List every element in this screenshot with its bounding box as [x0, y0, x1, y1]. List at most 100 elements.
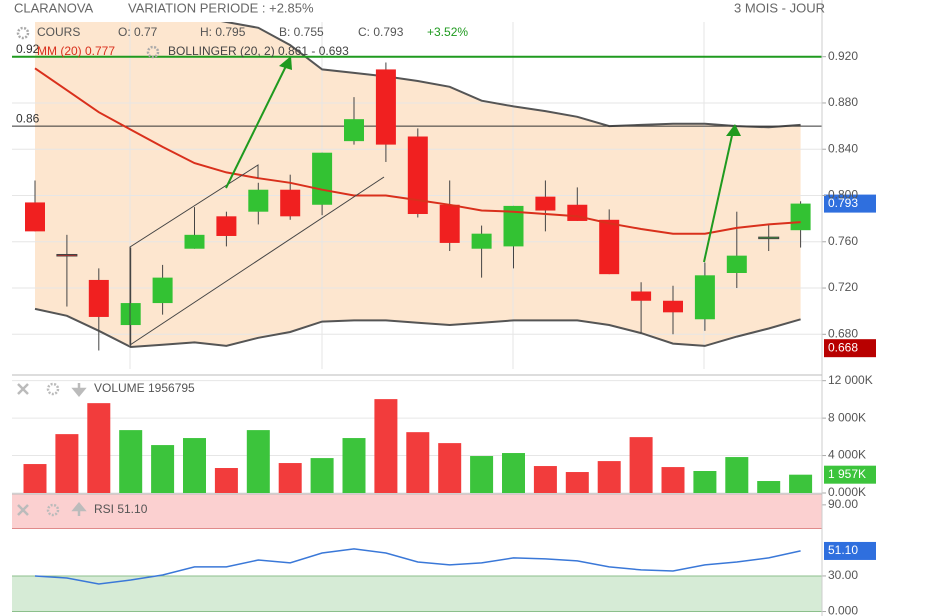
level-label: 0.86: [16, 111, 40, 125]
candle-body: [535, 196, 556, 211]
candle-body: [471, 233, 492, 249]
price-panel: 0.92 0.86 MM (20) 0.777 BOLLINGER (20, 2) 0…: [12, 22, 876, 369]
volume-bar: [23, 464, 47, 493]
move-down-icon[interactable]: [71, 383, 87, 397]
rsi-panel: RSI 51.10 51.10 0.000 30.00 90.00: [12, 494, 876, 616]
ohlc-open: O: 0.77: [118, 25, 158, 39]
change: +3.52%: [427, 25, 468, 39]
volume-bar: [55, 434, 79, 493]
volume-bar: [183, 438, 206, 493]
period[interactable]: 3 MOIS - JOUR: [734, 0, 825, 15]
value-tag-label: 1 957K: [828, 467, 866, 481]
y-tick-label: 0.920: [828, 49, 858, 63]
candle-body: [599, 219, 620, 275]
title: CLARANOVA: [14, 0, 94, 15]
variation: VARIATION PERIODE : +2.85%: [128, 0, 314, 15]
channel-line: [129, 164, 259, 345]
move-up-icon[interactable]: [71, 502, 87, 516]
zone: [12, 494, 822, 529]
candle-body: [56, 253, 78, 257]
volume-bar: [246, 430, 270, 493]
y-tick-label: 0.680: [828, 326, 858, 340]
price-tag-label: 0.793: [828, 196, 858, 210]
candle-body: [663, 300, 683, 313]
channel-line: [129, 176, 385, 346]
price-tag: [824, 339, 876, 358]
band-lower: [34, 307, 801, 349]
candle-body: [631, 291, 652, 301]
candle-body: [790, 203, 811, 231]
cours-label: COURS: [37, 25, 80, 39]
y-tick-label: 4 000K: [828, 448, 866, 462]
candle-body: [120, 303, 141, 326]
volume-panel: VOLUME 1956795 1 957K 0.000K 4 000K 8 000K 12…: [12, 373, 876, 499]
volume-bar: [151, 445, 175, 493]
value-tag-label: 51.10: [828, 543, 858, 557]
volume-bar: [214, 468, 238, 493]
volume-bar: [789, 474, 813, 493]
value-tag: [824, 541, 876, 560]
candle-body: [758, 236, 780, 240]
volume-bar: [406, 432, 430, 493]
ohlc-low: B: 0.755: [279, 25, 324, 39]
moving-average: [34, 67, 801, 235]
arrow-head: [279, 56, 292, 70]
volume-bar: [597, 461, 621, 493]
candle-body: [248, 189, 269, 212]
volume-bar: [725, 457, 749, 493]
volume-bar: [470, 456, 494, 493]
rsi-line: [34, 548, 801, 585]
y-tick-label: 0.800: [828, 188, 858, 202]
plot: [12, 494, 822, 612]
level-label: 0.92: [16, 42, 40, 56]
legend-bollinger: BOLLINGER (20, 2) 0.861 - 0.693: [168, 44, 349, 58]
price-tag: [824, 194, 876, 213]
volume-bar: [693, 471, 717, 493]
candle-body: [503, 205, 524, 247]
y-tick-label: 0.720: [828, 280, 858, 294]
settings-icon[interactable]: [16, 26, 30, 40]
trend-arrow: [703, 130, 734, 263]
volume-bar: [119, 430, 143, 493]
candle-body: [152, 277, 173, 304]
candle-body: [88, 279, 109, 317]
volume-bar: [502, 453, 525, 493]
ohlc-close: C: 0.793: [358, 25, 404, 39]
volume-bar: [533, 466, 557, 493]
volume-title: VOLUME 1956795: [94, 381, 195, 395]
settings-icon[interactable]: [46, 503, 60, 517]
close-icon[interactable]: [17, 383, 29, 395]
arrow-head: [726, 124, 741, 136]
volume-bar: [87, 403, 111, 493]
candle-body: [312, 152, 333, 205]
band-upper: [220, 22, 801, 129]
price-tag-label: 0.668: [828, 340, 858, 354]
volume-bar: [438, 443, 462, 493]
settings-icon[interactable]: [46, 382, 60, 396]
ohlc-high: H: 0.795: [200, 25, 246, 39]
candle-body: [375, 69, 396, 145]
y-tick-label: 0.000: [828, 604, 858, 616]
trend-arrow: [225, 61, 289, 189]
candle-body: [694, 275, 715, 320]
volume-bar: [629, 437, 653, 493]
value-tag: [824, 465, 876, 484]
y-tick-label: 0.840: [828, 141, 858, 155]
y-tick-label: 0.880: [828, 95, 858, 109]
y-tick-label: 8 000K: [828, 410, 866, 424]
y-tick-label: 90.00: [828, 497, 858, 511]
y-tick-label: 30.00: [828, 568, 858, 582]
drawings: [129, 56, 741, 346]
volume-bar: [278, 463, 302, 493]
settings-icon[interactable]: [146, 45, 160, 59]
zone: [12, 575, 822, 612]
volume-bar: [310, 458, 334, 493]
volume-bar: [565, 472, 589, 493]
volume-bar: [757, 481, 781, 493]
candle-body: [216, 216, 237, 236]
candle-body: [726, 255, 747, 273]
close-icon[interactable]: [17, 504, 29, 516]
volume-bar: [374, 399, 398, 493]
rsi-title: RSI 51.10: [94, 502, 148, 516]
candle-body: [344, 119, 364, 142]
